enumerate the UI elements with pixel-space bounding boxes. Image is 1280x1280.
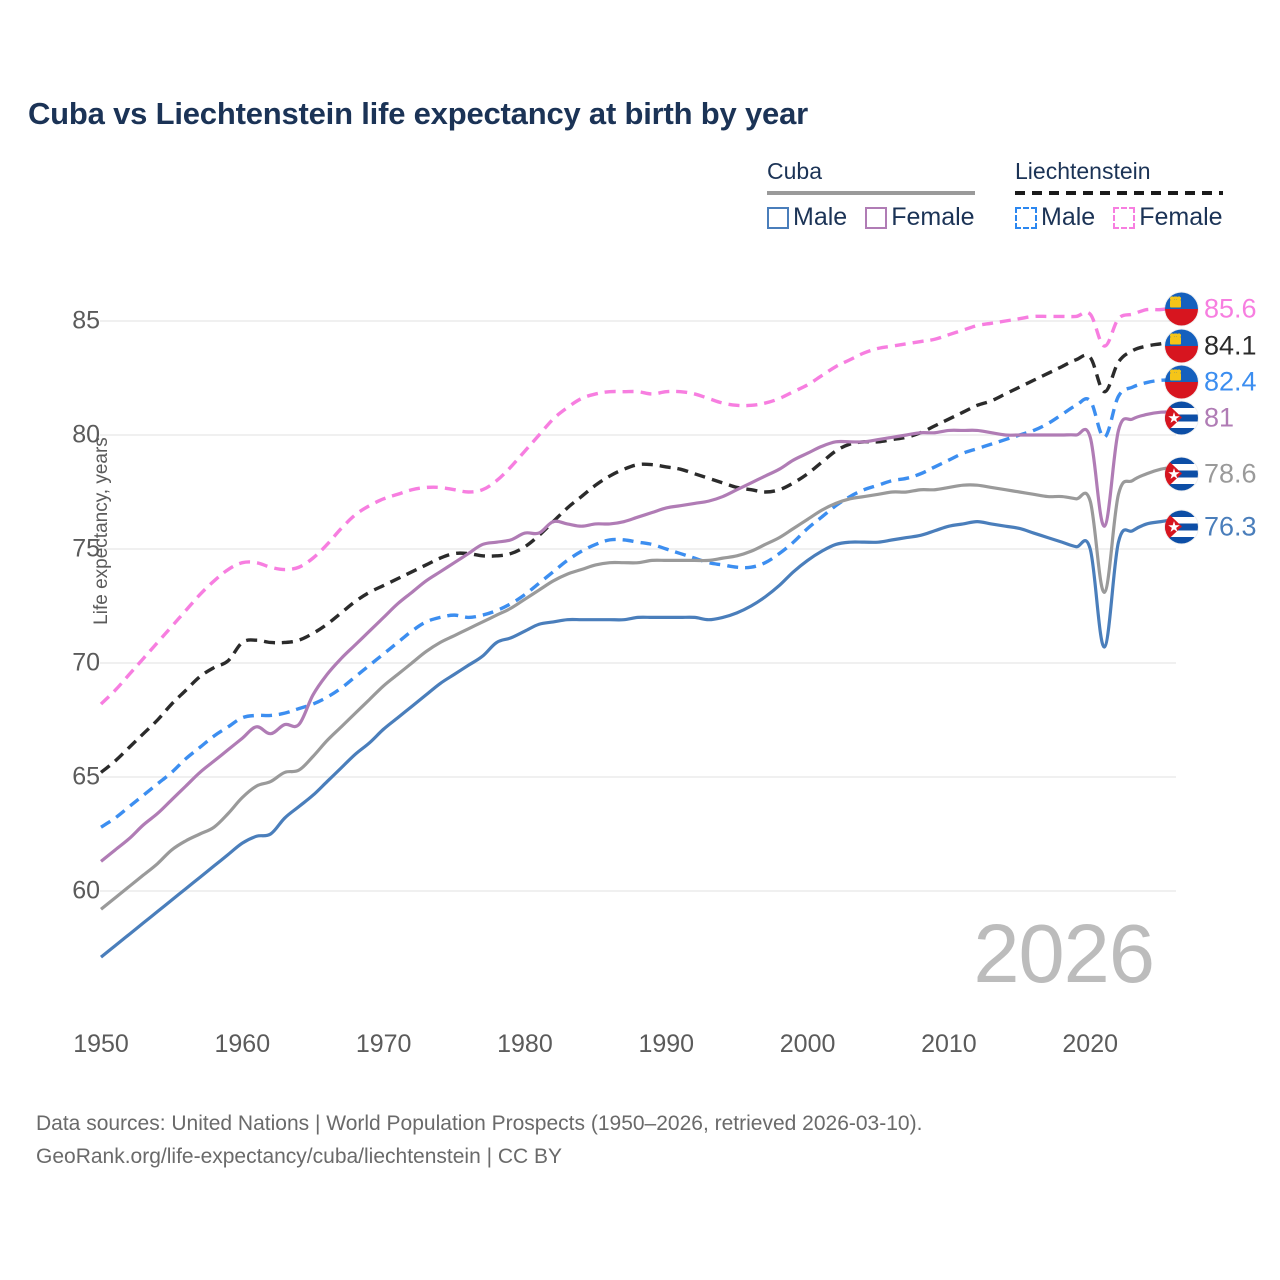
chart-legend: Cuba Male Female Liechtenstein [757,158,1257,238]
footer-line-2: GeoRank.org/life-expectancy/cuba/liechte… [36,1144,563,1168]
y-tick-label: 80 [72,420,100,449]
legend-group-cuba: Cuba Male Female [767,158,975,232]
legend-swatch-liechtenstein-male [1015,206,1037,229]
x-tick-label: 1970 [355,1030,412,1058]
end-label-value: 85.6 [1204,293,1257,324]
legend-label-cuba-male: Male [793,203,848,231]
x-tick-label: 2000 [779,1030,836,1058]
series-end-label: 85.6 [1165,292,1257,326]
cuba-flag-icon [1165,401,1198,435]
legend-item-cuba-male[interactable]: Male [767,203,847,232]
cuba-flag-icon [1165,510,1198,544]
year-watermark: 2026 [973,907,1155,1000]
legend-label-cuba-female: Female [891,203,975,231]
end-label-value: 81 [1204,402,1235,433]
page-title: Cuba vs Liechtenstein life expectancy at… [28,96,808,131]
legend-item-cuba-female[interactable]: Female [865,203,975,232]
x-tick-label: 2020 [1062,1030,1119,1058]
legend-item-liechtenstein-female[interactable]: Female [1113,203,1223,232]
end-label-value: 82.4 [1204,366,1257,397]
liechtenstein-flag-icon [1165,329,1198,363]
legend-item-liechtenstein-male[interactable]: Male [1015,203,1095,232]
legend-swatch-cuba-male [767,206,789,229]
legend-group-liechtenstein: Liechtenstein Male Female [1015,158,1223,232]
legend-label-liechtenstein-female: Female [1139,203,1223,231]
y-tick-label: 70 [72,648,100,677]
legend-swatch-cuba-female [865,206,888,229]
legend-swatch-liechtenstein-female [1113,206,1136,229]
legend-rule-cuba [767,191,975,195]
footer-line-1: Data sources: United Nations | World Pop… [36,1112,923,1135]
liechtenstein-flag-icon [1165,292,1198,326]
y-tick-label: 85 [72,306,100,335]
cuba-flag-icon [1165,457,1198,491]
end-label-value: 78.6 [1204,458,1257,489]
y-tick-label: 60 [72,876,100,905]
series-end-label: 78.6 [1165,457,1257,491]
legend-country-cuba: Cuba [767,158,822,184]
series-end-label: 84.1 [1165,329,1257,363]
legend-label-liechtenstein-male: Male [1041,203,1096,231]
liechtenstein-flag-icon [1165,365,1198,399]
x-tick-label: 1950 [73,1030,129,1058]
end-label-value: 84.1 [1204,330,1257,361]
legend-rule-liechtenstein [1015,191,1223,195]
y-tick-label: 65 [72,762,100,791]
legend-country-liechtenstein: Liechtenstein [1015,158,1151,184]
series-end-label: 82.4 [1165,365,1257,399]
end-label-value: 76.3 [1204,511,1257,542]
x-tick-label: 1960 [214,1030,271,1058]
series-end-label: 81 [1165,401,1235,435]
x-tick-label: 1990 [638,1030,695,1058]
y-axis-ticks: 60 65 70 75 80 85 [30,0,100,1280]
series-end-label: 76.3 [1165,510,1257,544]
x-tick-label: 2010 [921,1030,977,1058]
x-tick-label: 1980 [497,1030,553,1058]
y-tick-label: 75 [72,534,100,563]
footer-sources: Data sources: United Nations | World Pop… [36,1108,1236,1173]
